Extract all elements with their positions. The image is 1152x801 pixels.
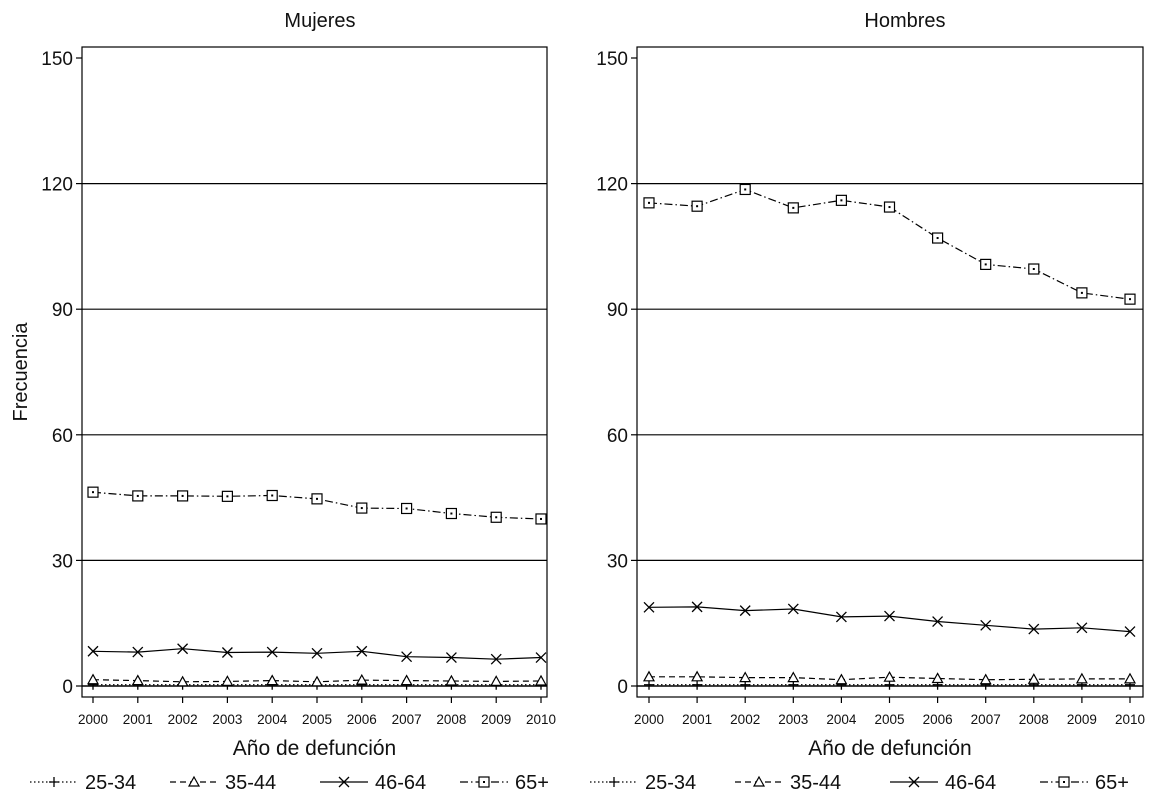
data-point-65+-dot: [1129, 298, 1131, 300]
legend-label: 25-34: [85, 772, 136, 794]
y-tick-label: 90: [607, 300, 628, 321]
plot-frame: [82, 47, 547, 697]
data-point-65+-dot: [889, 206, 891, 208]
data-point-65+-dot: [840, 199, 842, 201]
legend-label: 46-64: [945, 772, 996, 794]
data-point-65+-dot: [316, 498, 318, 500]
data-point-65+-dot: [648, 202, 650, 204]
data-point-65+-dot: [271, 495, 273, 497]
legend-item-46-64: 46-64: [320, 772, 426, 794]
legend-marker-dot: [1063, 781, 1065, 783]
x-tick-label: 2008: [1019, 712, 1049, 727]
data-point-65+-dot: [1033, 268, 1035, 270]
legend-label: 25-34: [645, 772, 696, 794]
y-axis-label: Frecuencia: [10, 322, 32, 422]
y-tick-label: 30: [52, 551, 73, 572]
legend-marker-dot: [483, 781, 485, 783]
x-tick-label: 2010: [1115, 712, 1145, 727]
chart-panel-mujeres: Mujeres 0 30 60 90 120 150 2000 2001 2002 2003 2004…: [30, 10, 556, 794]
x-tick-label: 2005: [302, 712, 332, 727]
data-point-65+-dot: [92, 491, 94, 493]
x-tick-label: 2001: [123, 712, 153, 727]
x-tick-label: 2007: [971, 712, 1001, 727]
data-point-35-44: [267, 676, 277, 685]
chart-panel-hombres: Hombres 0 30 60 90 120 150 2000 2001 2002 2003 2004…: [590, 10, 1145, 794]
x-tick-label: 2003: [212, 712, 242, 727]
series-line-46-64: [649, 607, 1130, 632]
y-tick-label: 30: [607, 551, 628, 572]
legend-marker: [609, 777, 619, 787]
data-point-65+-dot: [540, 518, 542, 520]
x-tick-label: 2008: [436, 712, 466, 727]
x-tick-label: 2004: [826, 712, 857, 727]
chart-title: Hombres: [864, 10, 945, 32]
x-tick-label: 2006: [347, 712, 377, 727]
x-axis-label: Año de defunción: [233, 737, 396, 760]
x-tick-label: 2002: [168, 712, 198, 727]
y-tick-label: 150: [596, 49, 628, 70]
x-tick-label: 2010: [526, 712, 556, 727]
data-point-65+-dot: [744, 188, 746, 190]
legend-label: 46-64: [375, 772, 426, 794]
x-tick-label: 2000: [78, 712, 108, 727]
legend-item-65+: 65+: [460, 772, 549, 794]
x-tick-label: 2003: [778, 712, 808, 727]
y-tick-label: 0: [62, 677, 73, 698]
x-tick-label: 2004: [257, 712, 288, 727]
data-point-65+-dot: [182, 495, 184, 497]
y-tick-label: 60: [52, 426, 73, 447]
y-tick-label: 60: [607, 426, 628, 447]
x-tick-label: 2007: [392, 712, 422, 727]
x-tick-label: 2002: [730, 712, 760, 727]
y-tick-label: 120: [41, 175, 73, 196]
data-point-65+-dot: [937, 237, 939, 239]
data-point-65+-dot: [696, 205, 698, 207]
x-axis-label: Año de defunción: [808, 737, 971, 760]
x-tick-label: 2009: [1067, 712, 1097, 727]
x-tick-label: 2001: [682, 712, 712, 727]
legend-label: 35-44: [225, 772, 276, 794]
data-point-35-44: [491, 676, 501, 685]
chart-title: Mujeres: [284, 10, 355, 32]
data-point-65+-dot: [226, 495, 228, 497]
y-tick-label: 120: [596, 175, 628, 196]
y-tick-label: 90: [52, 300, 73, 321]
x-tick-label: 2000: [634, 712, 664, 727]
data-point-65+-dot: [792, 207, 794, 209]
data-point-35-44: [1125, 674, 1135, 683]
legend-label: 35-44: [790, 772, 841, 794]
legend-item-65+: 65+: [1040, 772, 1129, 794]
plot-frame: [637, 47, 1143, 697]
data-point-65+-dot: [495, 516, 497, 518]
legend-item-25-34: 25-34: [30, 772, 136, 794]
legend-item-25-34: 25-34: [590, 772, 696, 794]
data-point-65+-dot: [1081, 292, 1083, 294]
data-point-65+-dot: [985, 263, 987, 265]
legend-marker: [49, 777, 59, 787]
x-tick-label: 2006: [923, 712, 953, 727]
data-point-65+-dot: [361, 507, 363, 509]
y-tick-label: 0: [617, 677, 628, 698]
x-tick-label: 2005: [874, 712, 904, 727]
data-point-35-44: [1077, 674, 1087, 683]
data-point-65+-dot: [137, 495, 139, 497]
legend-item-46-64: 46-64: [890, 772, 996, 794]
y-tick-label: 150: [41, 49, 73, 70]
x-tick-label: 2009: [481, 712, 511, 727]
legend-item-35-44: 35-44: [735, 772, 841, 794]
legend-label: 65+: [515, 772, 549, 794]
data-point-65+-dot: [450, 513, 452, 515]
data-point-65+-dot: [406, 507, 408, 509]
legend-item-35-44: 35-44: [170, 772, 276, 794]
legend-label: 65+: [1095, 772, 1129, 794]
